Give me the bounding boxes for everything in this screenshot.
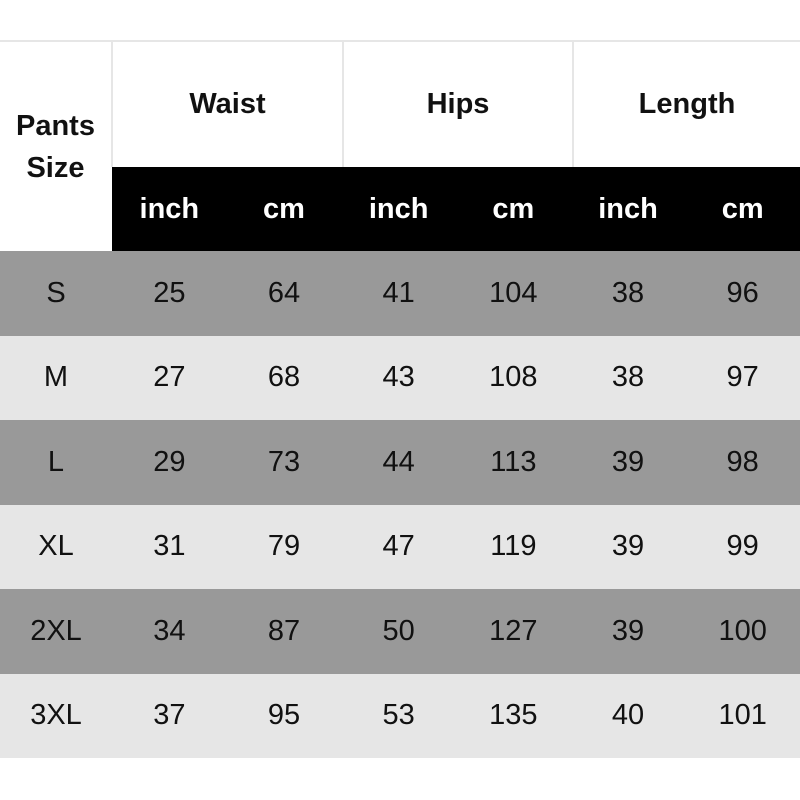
- size-cell: 3XL: [30, 699, 82, 732]
- measurement-cell: 38: [611, 361, 645, 394]
- measurement-cell: 31: [153, 530, 186, 563]
- measurement-cell: 96: [726, 276, 759, 309]
- measurement-cell: 29: [153, 445, 186, 478]
- table-row: L 29 73 44 113 39 98: [0, 420, 800, 505]
- unit-header: inch: [598, 192, 658, 225]
- measurement-cell: 47: [382, 530, 415, 563]
- size-column-header: Pants Size: [0, 42, 111, 251]
- size-table-body: S 25 64 41 104 38 96 M 27 68 43 108 38 97 L 29 73 44 113 39…: [0, 251, 800, 758]
- measurement-cell: 64: [267, 276, 301, 309]
- measurement-cell: 104: [489, 276, 538, 309]
- measurement-cell: 135: [489, 699, 538, 732]
- table-row: 2XL 34 87 50 127 39 100: [0, 589, 800, 674]
- measurement-cell: 108: [489, 361, 538, 394]
- measurement-cell: 38: [611, 276, 645, 309]
- size-cell: L: [47, 445, 65, 478]
- size-cell: XL: [38, 530, 74, 563]
- measurement-cell: 40: [611, 699, 645, 732]
- waist-header: Waist: [189, 88, 266, 120]
- unit-header: inch: [368, 192, 429, 225]
- measurement-cell: 99: [726, 530, 759, 563]
- measurement-cell: 41: [382, 276, 415, 309]
- measurement-cell: 68: [267, 361, 301, 394]
- measurement-cell: 50: [382, 614, 415, 647]
- measurement-cell: 119: [490, 530, 537, 563]
- measurement-cell: 87: [267, 614, 301, 647]
- measurement-cell: 39: [611, 614, 645, 647]
- measurement-cell: 43: [382, 361, 415, 394]
- measurement-cell: 113: [490, 445, 537, 478]
- size-header-line-1: Pants: [16, 109, 95, 142]
- measurement-cell: 101: [718, 699, 767, 732]
- table-row: 3XL 37 95 53 135 40 101: [0, 673, 800, 758]
- top-divider: [0, 40, 800, 42]
- measurement-cell: 37: [153, 699, 186, 732]
- size-cell: S: [46, 276, 66, 309]
- measurement-cell: 127: [489, 614, 538, 647]
- unit-header-row: inch cm inch cm inch cm: [112, 167, 800, 251]
- measurement-cell: 25: [153, 276, 186, 309]
- measurement-cell: 44: [382, 445, 415, 478]
- measurement-cell: 79: [267, 530, 301, 563]
- measurement-cell: 53: [382, 699, 415, 732]
- size-header-line-2: Size: [26, 151, 85, 184]
- measurement-cell: 34: [153, 614, 186, 647]
- measurement-cell: 73: [267, 445, 301, 478]
- hips-header: Hips: [426, 88, 490, 120]
- measurement-cell: 39: [611, 445, 645, 478]
- table-row: XL 31 79 47 119 39 99: [0, 504, 800, 589]
- unit-header: cm: [263, 192, 305, 225]
- measurement-cell: 39: [611, 530, 645, 563]
- unit-header: inch: [139, 192, 200, 225]
- measurement-cell: 27: [153, 361, 186, 394]
- measurement-cell: 98: [726, 445, 759, 478]
- divider: [342, 42, 344, 167]
- unit-header: cm: [492, 192, 535, 225]
- size-cell: 2XL: [30, 614, 82, 647]
- table-row: M 27 68 43 108 38 97: [0, 335, 800, 420]
- length-header: Length: [638, 88, 736, 120]
- measurement-cell: 97: [726, 361, 759, 394]
- divider: [111, 42, 113, 167]
- measurement-cell: 100: [718, 614, 767, 647]
- size-cell: M: [43, 361, 69, 394]
- measurement-cell: 95: [267, 699, 301, 732]
- table-row: S 25 64 41 104 38 96: [0, 251, 800, 336]
- unit-header: cm: [721, 192, 764, 225]
- divider: [572, 42, 574, 167]
